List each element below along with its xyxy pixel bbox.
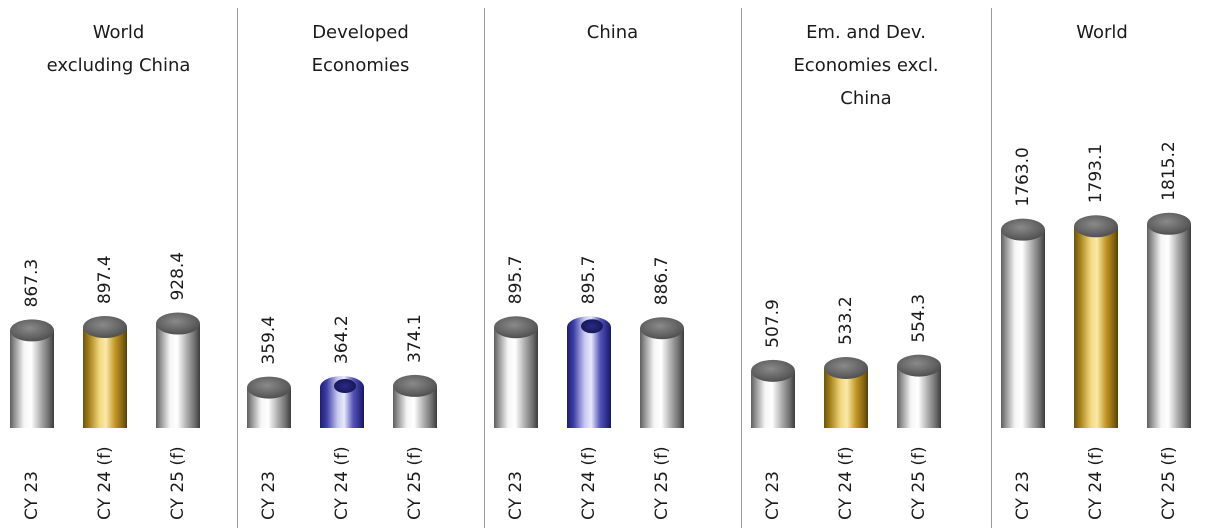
bar: 886.7 CY 25 (f) [640,257,684,520]
chart-panel: Developed Economies 359.4 CY 23 364.2 CY 24 (… [247,22,437,520]
data-label: 1793.1 [1086,144,1106,203]
category-label: CY 25 (f) [168,446,188,520]
bar-cap [247,376,291,399]
data-label: 928.4 [168,252,188,301]
bar-body [156,323,200,428]
bar-body [10,330,54,428]
bar-cap [897,354,941,377]
bar: 554.3 CY 25 (f) [897,294,941,520]
bar-cap [10,319,54,342]
category-label: CY 25 (f) [652,446,672,520]
category-label: CY 25 (f) [405,446,425,520]
bar-cap [640,317,684,340]
bar: 1793.1 CY 24 (f) [1074,144,1118,520]
bar-cap [751,359,795,382]
panel-dividers [237,8,992,528]
panel-title: China [587,22,638,43]
category-label: CY 24 (f) [332,446,352,520]
category-label: CY 25 (f) [1159,446,1179,520]
bar-body [640,328,684,428]
category-label: CY 24 (f) [95,446,115,520]
bar-cap [494,316,538,339]
bar: 507.9 CY 23 [751,299,795,520]
data-label: 374.1 [405,314,425,363]
data-label: 897.4 [95,255,115,304]
bar-cap-inner [581,319,603,334]
data-label: 867.3 [22,259,42,308]
chart-panel: World 1763.0 CY 23 1793.1 CY 24 (f) 1815.2 CY … [1001,22,1191,520]
category-label: CY 23 [22,471,42,520]
bar: 364.2 CY 24 (f) [320,315,364,520]
bar: 867.3 CY 23 [10,259,54,520]
bar-body [1001,229,1045,428]
data-label: 533.2 [836,296,856,345]
bar-cap [156,312,200,335]
panel-title: World [1076,22,1128,43]
panel-title: World excluding China [47,22,191,76]
bar: 895.7 CY 23 [494,256,538,520]
category-label: CY 23 [763,471,783,520]
category-label: CY 23 [1013,471,1033,520]
bar-cap [1001,218,1045,241]
bar: 1763.0 CY 23 [1001,147,1045,520]
category-label: CY 24 (f) [1086,446,1106,520]
bar-body [567,327,611,428]
chart-panel: China 895.7 CY 23 895.7 CY 24 (f) 886.7 CY 25 … [494,22,684,520]
data-label: 886.7 [652,257,672,306]
bar-cap [1147,212,1191,235]
panel-title: Em. and Dev. Economies excl. China [793,22,938,109]
data-label: 1815.2 [1159,141,1179,200]
chart-panels: World excluding China 867.3 CY 23 897.4 CY 24… [10,22,1191,520]
bar-body [83,327,127,428]
bar: 928.4 CY 25 (f) [156,252,200,520]
bar: 895.7 CY 24 (f) [567,256,611,520]
bar: 1815.2 CY 25 (f) [1147,141,1191,520]
bar-cap [393,374,437,397]
bar-body [1147,223,1191,428]
data-label: 1763.0 [1013,147,1033,206]
bar-body [494,327,538,428]
data-label: 895.7 [579,256,599,305]
bar-cap [1074,215,1118,238]
bar: 374.1 CY 25 (f) [393,314,437,520]
bar-cap-inner [334,379,356,394]
category-label: CY 24 (f) [836,446,856,520]
bar-body [1074,226,1118,428]
bar-cap [824,357,868,380]
chart-panel: Em. and Dev. Economies excl. China 507.9 CY … [751,22,941,520]
bar: 533.2 CY 24 (f) [824,296,868,520]
category-label: CY 25 (f) [909,446,929,520]
category-label: CY 24 (f) [579,446,599,520]
data-label: 507.9 [763,299,783,348]
bar: 897.4 CY 24 (f) [83,255,127,520]
category-label: CY 23 [259,471,279,520]
data-label: 895.7 [506,256,526,305]
bar: 359.4 CY 23 [247,316,291,520]
data-label: 359.4 [259,316,279,365]
panel-title: Developed Economies [312,22,410,76]
data-label: 554.3 [909,294,929,343]
chart-panel: World excluding China 867.3 CY 23 897.4 CY 24… [10,22,200,520]
data-label: 364.2 [332,315,352,364]
category-label: CY 23 [506,471,526,520]
bar-cap [83,316,127,339]
